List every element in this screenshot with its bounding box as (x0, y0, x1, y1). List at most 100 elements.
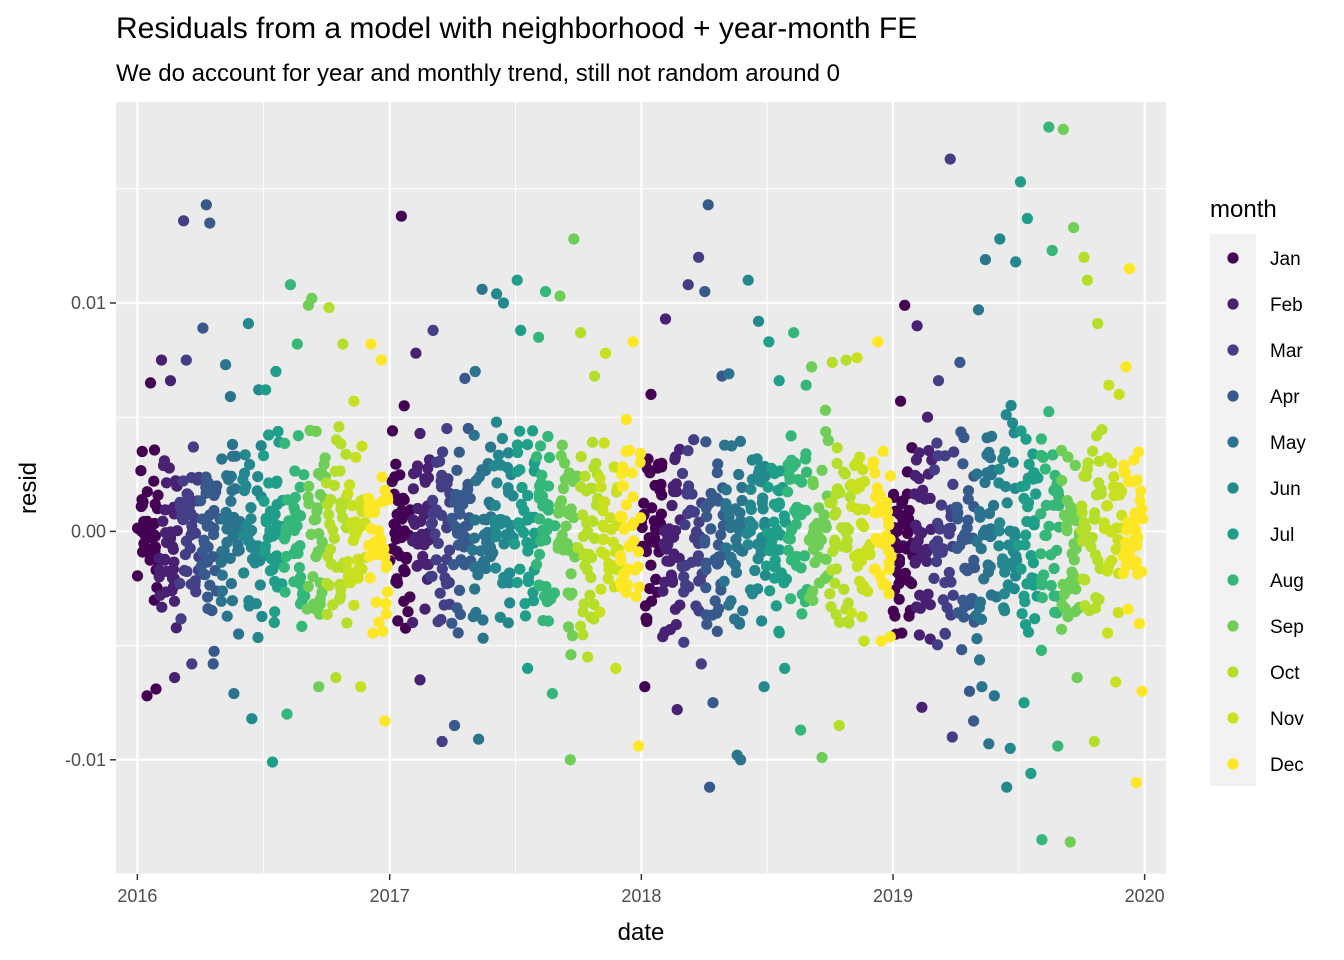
data-point (581, 517, 593, 529)
data-point (785, 430, 797, 442)
data-point (169, 672, 181, 684)
data-point (303, 480, 315, 492)
data-point (538, 527, 550, 539)
data-point (973, 654, 986, 666)
data-point (422, 462, 434, 474)
data-point (754, 540, 766, 552)
data-point (1001, 781, 1013, 793)
data-point (1018, 697, 1030, 709)
data-point (242, 318, 254, 330)
data-point (655, 508, 668, 520)
data-point (329, 465, 341, 477)
data-point (346, 500, 359, 512)
data-point (1103, 379, 1115, 391)
data-point (1007, 456, 1019, 468)
data-point (564, 754, 576, 766)
data-point (985, 523, 997, 535)
data-point (279, 533, 291, 545)
legend-label: Jan (1270, 249, 1301, 270)
data-point (974, 596, 987, 608)
data-point (148, 529, 160, 541)
data-point (646, 595, 658, 607)
data-point (340, 448, 352, 460)
data-point (395, 210, 407, 222)
data-point (1083, 605, 1095, 617)
data-point (390, 458, 402, 470)
data-point (201, 520, 213, 532)
data-point (974, 511, 986, 523)
data-point (829, 577, 841, 589)
data-point (588, 598, 600, 611)
data-point (584, 589, 596, 601)
data-point (1120, 560, 1132, 572)
data-point (224, 552, 236, 565)
data-point (392, 495, 404, 507)
data-point (1022, 497, 1035, 509)
data-point (565, 503, 577, 515)
data-point (356, 440, 368, 452)
data-point (604, 512, 616, 524)
data-point (1016, 608, 1028, 620)
data-point (177, 514, 189, 526)
data-point (615, 510, 627, 522)
data-point (489, 519, 502, 532)
data-point (155, 354, 168, 366)
data-point (643, 532, 655, 544)
data-point (278, 561, 290, 573)
data-point (734, 435, 747, 447)
data-point (858, 580, 870, 592)
data-point (436, 469, 448, 481)
data-point (809, 557, 821, 569)
data-point (595, 583, 607, 595)
data-point (565, 568, 577, 580)
data-point (608, 461, 620, 473)
data-point (932, 375, 945, 387)
data-point (759, 569, 772, 581)
data-point (395, 532, 407, 544)
data-point (887, 605, 899, 617)
data-point (988, 499, 1000, 512)
data-point (819, 404, 832, 416)
data-point (330, 672, 342, 684)
data-point (838, 583, 850, 595)
data-point (364, 572, 376, 584)
data-point (562, 621, 575, 633)
data-point (436, 735, 448, 748)
data-point (843, 617, 855, 629)
data-point (199, 569, 211, 581)
data-point (633, 581, 645, 593)
data-point (959, 601, 971, 613)
data-point (1135, 566, 1148, 578)
series-oct (320, 251, 1108, 748)
data-point (245, 513, 257, 525)
data-point (414, 674, 426, 686)
data-point (166, 585, 178, 597)
data-point (1004, 742, 1016, 755)
data-point (818, 509, 830, 521)
data-point (820, 426, 832, 438)
data-point (494, 611, 506, 623)
data-point (453, 446, 465, 458)
data-point (1108, 471, 1120, 483)
data-point (323, 302, 335, 314)
data-point (659, 313, 672, 325)
data-point (419, 603, 431, 615)
data-point (1069, 459, 1081, 471)
data-point (770, 544, 782, 556)
data-point (430, 554, 442, 566)
data-point (216, 569, 228, 581)
x-tick-label: 2017 (370, 886, 410, 906)
data-point (724, 522, 737, 534)
data-point (516, 481, 528, 494)
data-point (943, 566, 955, 579)
data-point (1049, 606, 1061, 618)
data-point (296, 620, 308, 633)
y-tick-label: 0.00 (71, 521, 106, 541)
data-point (542, 615, 555, 627)
data-point (164, 375, 177, 387)
data-point (671, 704, 683, 716)
data-point (1056, 474, 1068, 486)
data-point (320, 477, 333, 489)
data-point (156, 601, 168, 613)
data-point (272, 425, 284, 438)
